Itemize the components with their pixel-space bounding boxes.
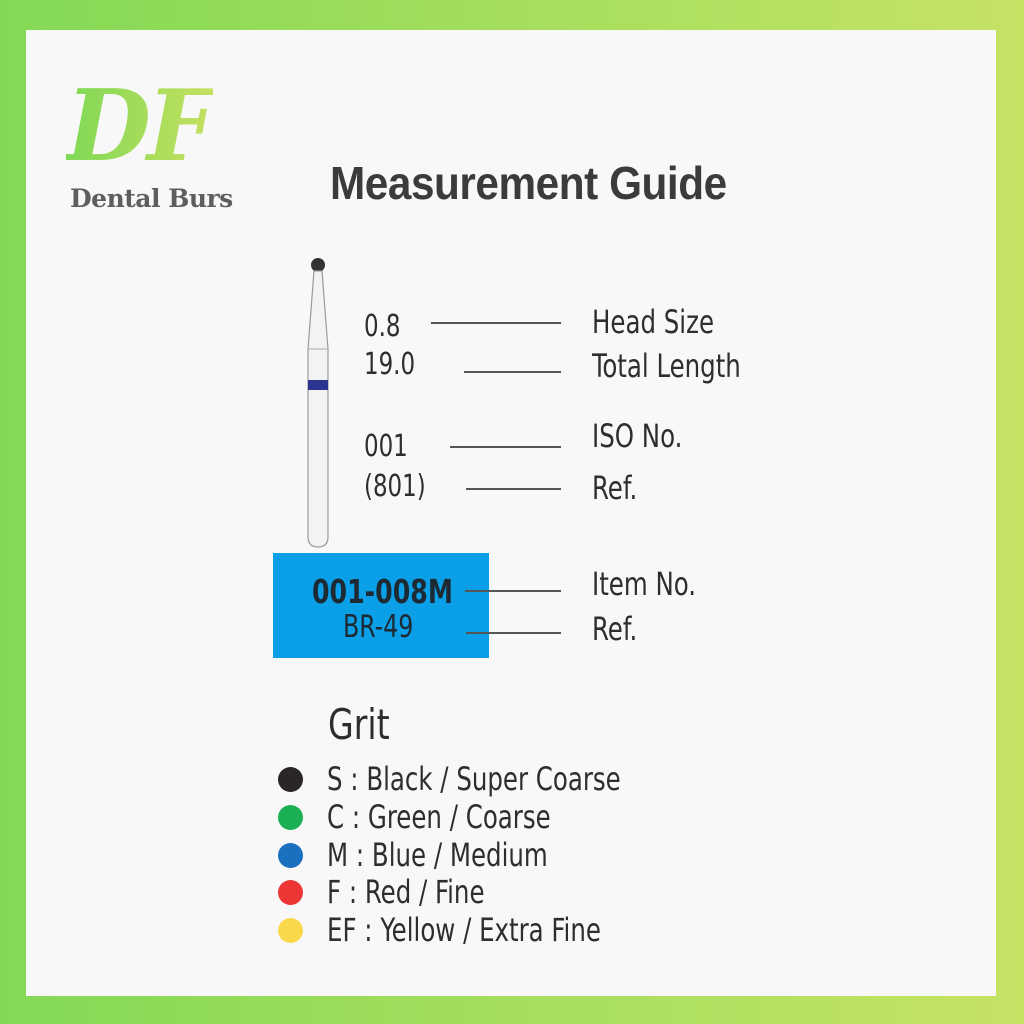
- ref-value: (801): [364, 469, 426, 504]
- iso-label: ISO No.: [592, 417, 683, 455]
- black-dot-icon: [278, 766, 303, 792]
- grit-heading: Grit: [328, 700, 390, 749]
- leader-line: [466, 632, 561, 634]
- grit-item: M : Blue / Medium: [278, 836, 587, 874]
- leader-line: [450, 446, 561, 448]
- leader-line: [466, 488, 561, 490]
- grit-text: S : Black / Super Coarse: [327, 760, 621, 798]
- content-panel: [26, 30, 996, 996]
- grit-item: S : Black / Super Coarse: [278, 760, 673, 798]
- bur-head: [311, 258, 325, 272]
- grit-text: C : Green / Coarse: [327, 798, 551, 836]
- blue-dot-icon: [278, 842, 303, 868]
- leader-line: [431, 322, 561, 324]
- grit-item: EF : Yellow / Extra Fine: [278, 911, 649, 949]
- grit-text: F : Red / Fine: [327, 873, 485, 911]
- leader-line: [464, 371, 561, 373]
- logo-mark: DF: [66, 69, 217, 184]
- ref-label: Ref.: [592, 469, 638, 507]
- grit-band: [308, 380, 328, 390]
- leader-line: [465, 590, 561, 592]
- item-box: [273, 553, 489, 658]
- item-ref-label: Ref.: [592, 610, 638, 648]
- yellow-dot-icon: [278, 917, 303, 943]
- grit-item: C : Green / Coarse: [278, 798, 590, 836]
- item-ref: BR-49: [343, 609, 414, 645]
- grit-text: M : Blue / Medium: [327, 836, 548, 874]
- head-size-value: 0.8: [364, 309, 401, 344]
- item-no-label: Item No.: [592, 565, 697, 603]
- iso-value: 001: [364, 429, 408, 464]
- total-length-value: 19.0: [364, 347, 416, 382]
- logo-subtitle: Dental Burs: [70, 184, 233, 213]
- item-number: 001-008M: [312, 572, 453, 611]
- bur-shank: [307, 270, 329, 548]
- grit-item: F : Red / Fine: [278, 873, 512, 911]
- bur-illustration: [307, 258, 329, 548]
- green-dot-icon: [278, 804, 303, 830]
- grit-text: EF : Yellow / Extra Fine: [327, 911, 601, 949]
- page-title: Measurement Guide: [330, 157, 727, 209]
- head-size-label: Head Size: [592, 303, 715, 341]
- total-length-label: Total Length: [592, 347, 741, 385]
- red-dot-icon: [278, 879, 303, 905]
